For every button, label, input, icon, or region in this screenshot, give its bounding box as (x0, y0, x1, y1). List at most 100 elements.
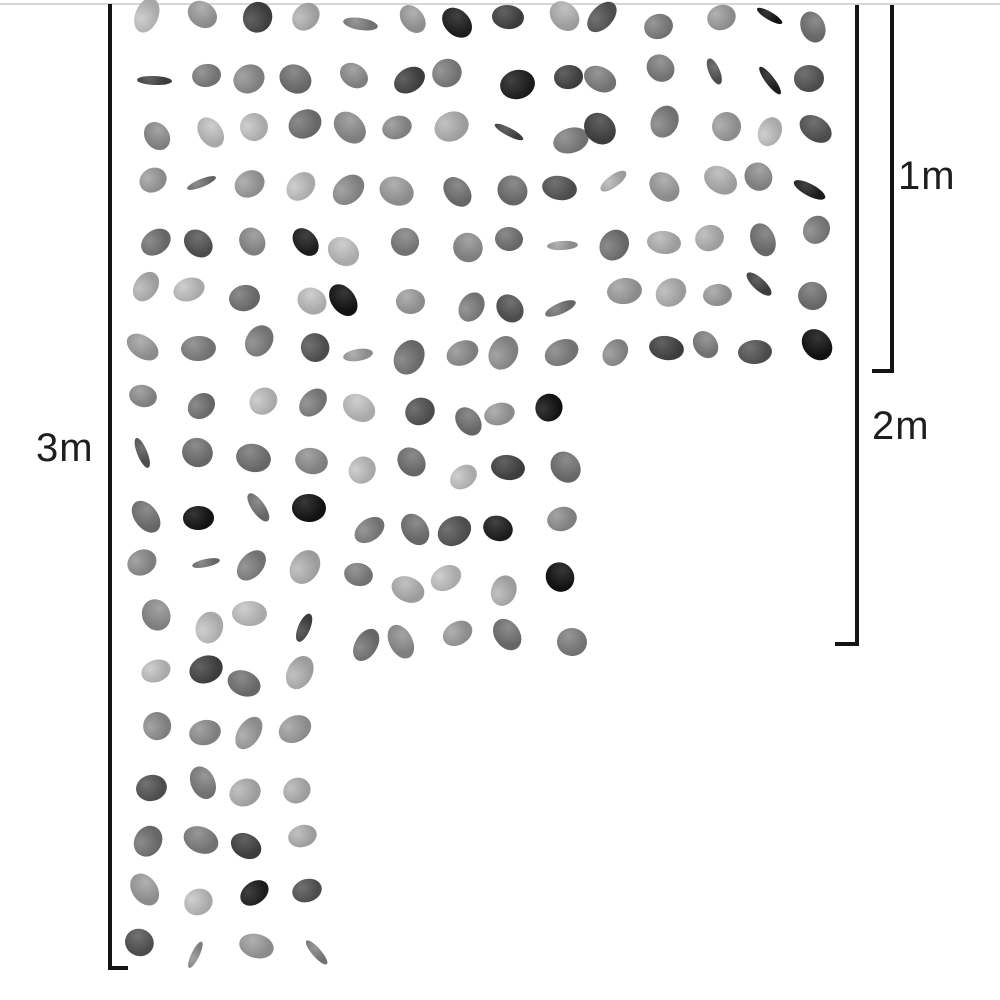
sequin-dot (539, 557, 580, 598)
sequin-dot (244, 490, 274, 525)
sequin-dot (236, 929, 276, 962)
sequin-dot (349, 511, 390, 549)
sequin-dot (705, 106, 747, 148)
sequin-dot (129, 0, 165, 36)
sequin-dot (190, 61, 222, 89)
sequin-dot (437, 171, 478, 213)
sequin-dot (702, 282, 734, 308)
sequin-dot (481, 399, 518, 429)
sequin-dot (579, 60, 621, 99)
sequin-dot (303, 937, 331, 968)
sequin-dot (136, 594, 176, 636)
sequin-dot (137, 655, 174, 687)
sequin-dot (490, 3, 525, 31)
sequin-dot (136, 222, 177, 262)
sequin-dot (640, 48, 680, 88)
sequin-dot (387, 334, 431, 381)
sequin-dot (449, 402, 487, 441)
sequin-dot (432, 510, 477, 553)
sequin-dot (335, 58, 374, 94)
sequin-dot (326, 168, 370, 211)
sequin-dot (544, 445, 587, 490)
measure-3m-line (108, 4, 112, 970)
measure-2m-tick (835, 642, 855, 646)
sequin-dot (182, 505, 215, 530)
sequin-dot (452, 287, 490, 327)
sequin-dot (342, 346, 375, 363)
measure-1m-label: 1m (898, 154, 956, 198)
sequin-dot (191, 607, 228, 647)
sequin-dot (597, 333, 634, 372)
sequin-dot (179, 883, 218, 920)
sequin-dot (224, 773, 266, 812)
sequin-dot (703, 0, 740, 35)
sequin-dot (593, 223, 635, 266)
sequin-dot (543, 0, 586, 37)
sequin-dot (381, 620, 419, 663)
sequin-dot (127, 266, 165, 307)
sequin-dot (341, 560, 375, 590)
sequin-dot (327, 105, 372, 150)
sequin-dot (137, 706, 177, 746)
measure-1m-tick (872, 369, 890, 373)
sequin-dot (393, 0, 431, 39)
sequin-dot (122, 544, 162, 582)
sequin-dot (182, 387, 220, 425)
sequin-dot (232, 440, 274, 476)
sequin-dot (133, 772, 170, 805)
measure-2m-label: 2m (872, 404, 930, 448)
sequin-dot (341, 15, 379, 33)
sequin-dot (280, 166, 321, 207)
sequin-dot (540, 333, 584, 371)
sequin-dot (486, 570, 521, 610)
sequin-dot (542, 297, 577, 321)
sequin-dot (179, 820, 223, 859)
sequin-dot (274, 58, 317, 99)
sequin-dot (238, 0, 277, 38)
sequin-dot (243, 381, 283, 421)
sequin-dot (292, 611, 315, 644)
sequin-dot (123, 867, 166, 911)
sequin-dot (796, 7, 831, 47)
sequin-dot (180, 335, 217, 363)
sequin-dot (233, 222, 270, 260)
sequin-dot (797, 210, 836, 249)
sequin-dot (395, 507, 436, 551)
sequin-dot (282, 543, 327, 590)
sequin-dot (347, 624, 385, 666)
sequin-dot (738, 157, 778, 197)
sequin-dot (643, 166, 686, 208)
sequin-dot (493, 120, 526, 144)
sequin-dot (429, 106, 474, 148)
sequin-dot (126, 382, 159, 411)
sequin-dot (223, 664, 265, 702)
sequin-dot (794, 109, 838, 150)
sequin-dot (323, 278, 364, 321)
sequin-dot (426, 53, 467, 93)
sequin-dot (388, 60, 430, 99)
sequin-dot (285, 821, 320, 851)
sequin-dot (546, 240, 579, 252)
sequin-dot (442, 335, 483, 371)
sequin-dot (283, 104, 326, 145)
sequin-dot (286, 223, 324, 262)
sequin-dot (226, 827, 266, 865)
sequin-dot (379, 111, 415, 143)
sequin-dot (238, 320, 279, 363)
measure-3m-label: 3m (36, 426, 94, 470)
sequin-dot (230, 712, 269, 755)
sequin-dot (138, 116, 176, 155)
sequin-dot (169, 273, 208, 306)
sequin-dot (641, 10, 676, 42)
sequin-dot (130, 436, 153, 470)
sequin-dot (128, 820, 168, 862)
sequin-dot (742, 269, 775, 300)
sequin-dot (793, 276, 832, 315)
sequin-dot (645, 100, 684, 143)
sequin-dot (177, 432, 218, 472)
sequin-dot (121, 328, 163, 367)
sequin-dot (646, 228, 683, 255)
sequin-dot (178, 223, 218, 263)
sequin-dot (793, 65, 825, 93)
